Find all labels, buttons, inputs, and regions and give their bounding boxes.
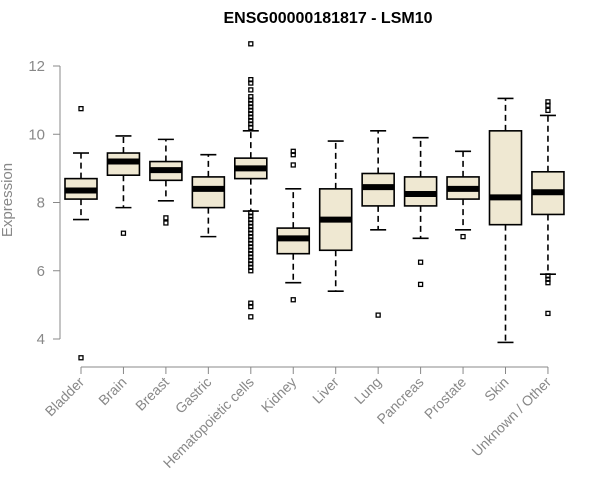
y-tick-label: 6: [37, 263, 45, 280]
box-group: [488, 97, 523, 344]
outlier-point: [248, 303, 254, 310]
box-group: [403, 136, 438, 288]
outlier-point: [248, 124, 254, 131]
outlier-point: [375, 312, 381, 318]
box-group: [318, 140, 353, 293]
plot-area: [64, 41, 565, 361]
outlier-point: [290, 297, 296, 303]
outlier-point: [545, 107, 551, 114]
x-tick-label: Brain: [95, 374, 129, 408]
outlier-point: [120, 230, 127, 236]
outlier-point: [248, 41, 254, 47]
x-tick-label: Kidney: [258, 374, 300, 416]
box-group: [361, 130, 395, 318]
box-iqr: [191, 176, 226, 209]
box-group: [446, 150, 480, 240]
y-tick-label: 8: [37, 195, 45, 212]
x-tick-label: Lung: [351, 374, 384, 407]
outlier-point: [545, 280, 551, 286]
box-group: [106, 135, 141, 236]
box-group: [149, 138, 183, 226]
outlier-point: [248, 87, 254, 93]
box-group: [276, 148, 311, 303]
box-group: [191, 153, 226, 238]
x-tick-label: Unknown / Other: [468, 374, 554, 460]
outlier-point: [290, 162, 296, 168]
outlier-point: [460, 233, 466, 240]
box-group: [64, 106, 98, 361]
y-tick-label: 12: [28, 58, 45, 75]
box-group: [234, 41, 268, 320]
x-tick-label: Bladder: [42, 374, 88, 420]
outlier-point: [163, 220, 169, 226]
outlier-point: [248, 80, 254, 86]
outlier-point: [417, 281, 424, 288]
outlier-point: [290, 152, 296, 158]
x-tick-label: Skin: [481, 374, 512, 405]
box-group: [531, 99, 565, 317]
x-tick-label: Prostate: [421, 374, 469, 422]
y-tick-label: 4: [37, 331, 45, 348]
x-tick-label: Liver: [309, 374, 342, 407]
outlier-point: [248, 268, 254, 274]
outlier-point: [78, 355, 84, 361]
box-iqr: [488, 130, 523, 226]
outlier-point: [417, 259, 424, 265]
outlier-point: [248, 314, 254, 320]
outlier-point: [163, 215, 169, 221]
outlier-point: [545, 310, 551, 317]
y-axis-label: Expression: [0, 163, 16, 237]
outlier-point: [78, 106, 84, 112]
x-tick-label: Breast: [132, 374, 172, 414]
outlier-point: [545, 102, 551, 108]
y-axis: 4 6 8 10 12: [28, 58, 61, 348]
x-tick-label: Pancreas: [374, 374, 427, 427]
y-tick-label: 10: [28, 126, 45, 143]
chart-title: ENSG00000181817 - LSM10: [223, 10, 432, 27]
